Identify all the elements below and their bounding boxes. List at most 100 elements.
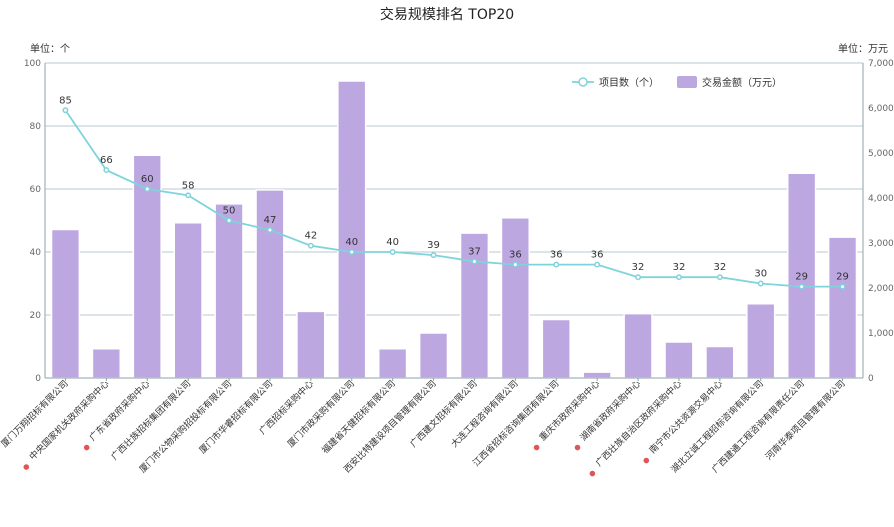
chart-title: 交易规模排名 TOP20 <box>380 6 514 23</box>
y-right-tick-label: 0 <box>868 374 874 384</box>
y-left-unit: 单位：个 <box>30 42 70 55</box>
x-tick-label: 河南华泰项目管理有限公司 <box>763 378 848 463</box>
y-right-unit: 单位：万元 <box>838 42 888 55</box>
x-tick-label: 厦门万翔招标有限公司 <box>0 378 71 450</box>
line-point <box>798 283 805 290</box>
x-tick-label: 南宁市公共资源交易中心 <box>646 378 724 456</box>
bar <box>705 345 735 379</box>
marker-dot <box>83 444 90 451</box>
x-tick-label: 大连工程咨询有限公司 <box>448 378 520 450</box>
bar <box>50 228 81 379</box>
data-label: 85 <box>59 95 72 106</box>
bar <box>296 310 326 379</box>
data-label: 29 <box>795 272 808 283</box>
bar <box>541 318 571 379</box>
legend-line-marker <box>578 77 588 87</box>
x-tick-label: 厦门市政采购有限公司 <box>285 378 357 450</box>
y-left-tick-label: 20 <box>30 311 42 321</box>
line-point <box>839 283 846 290</box>
y-right-tick-label: 6,000 <box>868 104 894 114</box>
x-tick-label: 江西省招标咨询集团有限公司 <box>470 378 561 469</box>
data-label: 39 <box>427 240 440 251</box>
y-right-tick-label: 4,000 <box>868 194 894 204</box>
y-left-tick-label: 60 <box>30 185 42 195</box>
data-label: 29 <box>836 272 849 283</box>
line-point <box>676 274 682 281</box>
bar <box>173 222 203 379</box>
legend-item-label: 交易金额（万元） <box>702 76 782 89</box>
bar <box>664 341 694 379</box>
marker-dot <box>23 464 30 470</box>
data-label: 42 <box>304 231 317 242</box>
x-tick-label: 厦门市华睿招标有限公司 <box>197 378 275 456</box>
line-point <box>594 261 601 268</box>
data-label: 47 <box>264 215 277 226</box>
bar <box>91 348 122 379</box>
line-point <box>471 258 478 265</box>
line-point <box>226 217 233 224</box>
data-label: 40 <box>345 237 358 248</box>
x-tick-label: 广西壮族自治区政府采购中心 <box>593 378 684 469</box>
x-tick-label: 中央国家机关政府采购中心 <box>27 378 112 463</box>
data-label: 50 <box>223 206 236 217</box>
data-label: 37 <box>468 246 481 257</box>
line-point <box>389 249 396 255</box>
data-label: 30 <box>754 269 767 280</box>
line-point <box>716 274 723 281</box>
line-point <box>757 280 764 287</box>
x-tick-label: 福建省天健招标有限公司 <box>319 378 397 456</box>
marker-dot <box>589 470 596 477</box>
data-label: 36 <box>550 250 563 261</box>
legend[interactable]: 项目数（个） 交易金额（万元） <box>572 76 782 89</box>
bar-layer <box>50 80 858 379</box>
bar <box>337 80 367 379</box>
y-right-tick-label: 5,000 <box>868 149 894 159</box>
series-line <box>64 109 843 288</box>
line-point <box>185 192 192 199</box>
line-point <box>553 261 560 268</box>
bar <box>214 203 244 379</box>
data-label: 40 <box>386 237 399 248</box>
y-right-tick-label: 2,000 <box>868 284 894 294</box>
line-point <box>348 249 355 255</box>
y-right-tick-label: 7,000 <box>868 59 894 69</box>
bar <box>418 332 449 379</box>
marker-dot <box>574 444 581 451</box>
bar <box>746 303 776 379</box>
grid-layer <box>45 62 863 379</box>
bar <box>623 312 653 379</box>
legend-item-label: 项目数（个） <box>599 76 659 89</box>
y-left-tick-label: 100 <box>24 59 41 69</box>
data-label: 58 <box>182 180 195 191</box>
line-point <box>635 274 641 281</box>
y-left-tick-label: 40 <box>30 248 42 258</box>
line-layer: 85 66 60 58 50 47 42 40 40 39 37 36 36 36 32 32 32 30 29 29 <box>59 95 849 290</box>
bar <box>132 154 162 379</box>
y-right-tick-label: 3,000 <box>868 239 894 249</box>
data-label: 32 <box>632 262 645 273</box>
data-label: 66 <box>100 155 113 166</box>
marker-dot <box>533 444 540 451</box>
line-point <box>430 252 437 259</box>
y-right-tick-label: 1,000 <box>868 329 894 339</box>
line-point <box>267 227 273 233</box>
x-tick-label: 广西壮族招标集团有限公司 <box>108 378 193 463</box>
marker-dot <box>643 457 650 464</box>
bar <box>377 348 408 379</box>
line-point <box>307 242 314 249</box>
line-point <box>62 107 69 114</box>
data-label: 32 <box>713 262 726 273</box>
data-label: 36 <box>509 250 522 261</box>
line-point <box>144 186 151 192</box>
legend-bar-swatch <box>677 76 697 88</box>
data-label: 32 <box>673 262 686 273</box>
y-left-tick-label: 0 <box>35 374 41 384</box>
line-point <box>103 167 110 174</box>
bar <box>255 189 285 379</box>
line-point <box>512 261 519 268</box>
bar <box>500 217 531 379</box>
data-label: 60 <box>141 174 154 185</box>
bar <box>786 172 817 379</box>
